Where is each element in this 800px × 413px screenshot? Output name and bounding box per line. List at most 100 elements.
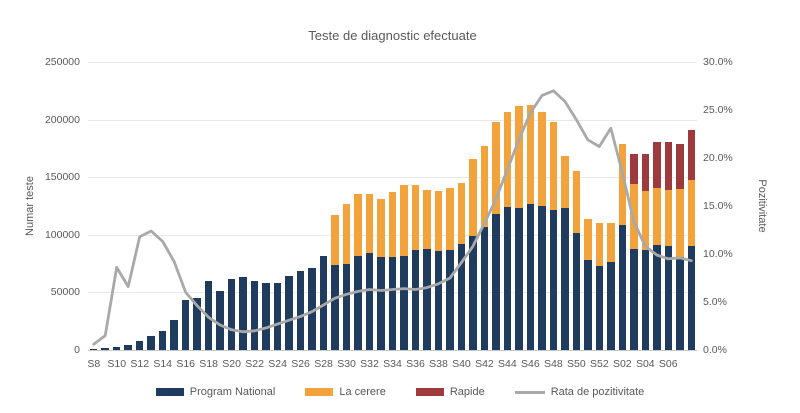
bar-segment-la_cerere [342, 203, 351, 264]
bar-segment-program_national [285, 275, 293, 350]
bar-S17 [193, 297, 201, 350]
bar-S05 [653, 141, 661, 350]
x-tick-S26: S26 [291, 358, 310, 370]
x-tick-S02: S02 [612, 358, 632, 370]
bar-S42 [480, 146, 489, 350]
x-tick-S14: S14 [153, 358, 173, 370]
bar-segment-program_national [365, 252, 374, 350]
y-tick-left: 150000 [44, 171, 80, 184]
bar-S47 [538, 112, 546, 350]
bar-segment-la_cerere [457, 182, 466, 245]
bar-segment-program_national [446, 249, 454, 350]
y-tick-left: 50000 [50, 286, 80, 299]
rata-de-pozitivitate-line [92, 89, 693, 346]
bar-S23 [262, 283, 270, 350]
bar-segment-la_cerere [618, 144, 627, 226]
bar-segment-program_national [377, 257, 385, 350]
bar-segment-program_national [676, 256, 684, 350]
bar-segment-program_national [515, 208, 523, 350]
y-tick-right: 0.0% [703, 344, 727, 356]
bar-S20 [227, 279, 236, 350]
bar-S52 [595, 222, 604, 350]
bar-S50 [572, 171, 581, 350]
x-tick-S44: S44 [498, 358, 517, 370]
bar-segment-program_national [538, 206, 546, 350]
bar-segment-program_national [342, 263, 351, 350]
bar-segment-rapide [664, 141, 673, 190]
bar-segment-program_national [549, 210, 558, 350]
bar-segment-program_national [400, 256, 408, 350]
bar-S21 [239, 276, 247, 350]
legend-item-rata-de-pozitivitate: Rata de pozitivitate [514, 386, 645, 398]
bar-S44 [503, 112, 512, 350]
x-tick-S34: S34 [383, 358, 402, 370]
bar-segment-program_national [687, 246, 695, 350]
bar-segment-program_national [423, 249, 431, 350]
bar-segment-la_cerere [664, 189, 673, 247]
bar-S24 [273, 283, 282, 350]
plot-area [88, 62, 697, 351]
x-tick-S28: S28 [314, 358, 333, 370]
bar-segment-la_cerere [411, 185, 420, 250]
y-tick-right: 25.0% [703, 104, 733, 116]
bar-S33 [377, 199, 385, 350]
y-tick-right: 10.0% [703, 248, 733, 260]
bar-segment-program_national [630, 248, 638, 350]
bar-segment-program_national [434, 250, 443, 350]
bar-segment-program_national [308, 268, 316, 350]
bar-segment-rapide [687, 129, 695, 181]
x-tick-S06: S06 [658, 358, 678, 370]
bar-S48 [549, 121, 558, 350]
rata-line-swatch [514, 390, 545, 394]
bar-S8 [89, 349, 98, 350]
legend-label: Rapide [449, 386, 485, 398]
x-tick-S24: S24 [268, 358, 287, 370]
bar-segment-program_national [664, 246, 673, 350]
legend-label: Rata de pozitivitate [550, 386, 645, 398]
bar-S25 [285, 275, 293, 350]
bar-segment-program_national [595, 266, 604, 350]
bar-S51 [584, 219, 592, 350]
y-tick-left: 100000 [44, 228, 80, 241]
y-tick-right: 5.0% [703, 296, 727, 308]
bar-segment-program_national [492, 214, 500, 350]
bar-segment-program_national [607, 261, 615, 350]
y-axis-title-left: Numar teste [24, 176, 36, 236]
x-tick-S20: S20 [222, 358, 241, 370]
x-tick-S48: S48 [544, 358, 563, 370]
bar-segment-program_national [147, 336, 155, 350]
x-tick-S10: S10 [107, 358, 127, 370]
bar-segment-la_cerere [365, 193, 374, 253]
bar-segment-program_national [296, 271, 305, 350]
bar-segment-program_national [170, 320, 178, 350]
bar-segment-program_national [250, 280, 259, 350]
x-tick-S18: S18 [199, 358, 218, 370]
bar-segment-rapide [641, 154, 650, 192]
bar-segment-program_national [331, 264, 339, 350]
x-tick-S30: S30 [337, 358, 356, 370]
bar-segment-la_cerere [377, 199, 385, 258]
bar-S27 [308, 268, 316, 350]
bar-S9 [101, 348, 109, 350]
y-axis-title-right: Pozitivitate [756, 179, 768, 233]
bar-segment-program_national [641, 249, 650, 350]
bar-segment-la_cerere [423, 190, 431, 250]
bar-segment-program_national [354, 256, 362, 350]
x-axis-line [88, 350, 697, 351]
bar-segment-program_national [480, 226, 489, 350]
bar-segment-program_national [181, 299, 190, 350]
legend-label: La cerere [339, 386, 386, 398]
bar-S34 [388, 191, 397, 350]
bar-S31 [354, 193, 362, 350]
bar-S19 [216, 291, 224, 350]
bar-segment-la_cerere [572, 171, 581, 234]
bar-segment-program_national [526, 204, 535, 350]
bar-S16 [181, 299, 190, 350]
bar-S37 [423, 190, 431, 350]
bar-segment-program_national [561, 208, 569, 350]
positivity-rate-line [92, 89, 693, 346]
bar-S32 [365, 193, 374, 350]
bar-segment-program_national [101, 348, 109, 350]
bar-S06 [664, 141, 673, 350]
bar-S39 [446, 188, 454, 350]
